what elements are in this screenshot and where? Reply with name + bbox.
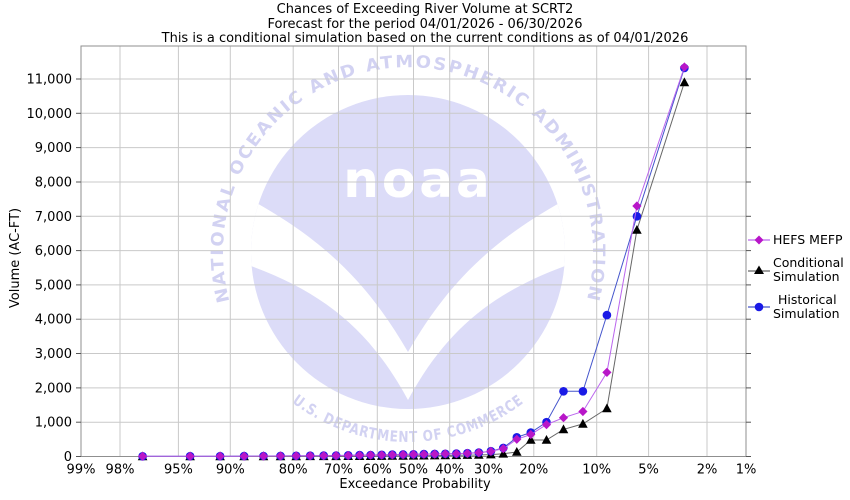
- data-point-marker: [258, 451, 269, 461]
- data-point-marker: [679, 62, 689, 72]
- data-point-marker: [343, 450, 353, 461]
- legend-item-conditional-simulation: Conditional Simulation: [747, 256, 849, 284]
- data-point-marker: [408, 449, 419, 459]
- data-point-marker: [679, 77, 690, 87]
- x-tick-label: 98%: [106, 463, 135, 478]
- data-point-marker: [215, 451, 225, 461]
- x-tick-label: 80%: [279, 463, 308, 478]
- legend-label: Historical: [778, 292, 837, 307]
- data-point-marker: [305, 451, 315, 461]
- data-point-marker: [602, 367, 612, 377]
- data-point-marker: [291, 451, 301, 461]
- y-tick-label: 11,000: [27, 73, 73, 88]
- data-point-marker: [602, 310, 612, 320]
- y-axis-title: Volume (AC-FT): [8, 207, 23, 309]
- data-point-marker: [239, 451, 249, 461]
- data-point-marker: [602, 403, 612, 413]
- data-point-marker: [541, 420, 552, 430]
- y-tick-label: 9,000: [35, 141, 72, 156]
- data-point-marker: [366, 450, 376, 460]
- data-point-marker: [498, 444, 508, 454]
- legend-item-hefs-mefp: HEFS MEFP: [747, 233, 849, 247]
- y-tick-label: 3,000: [35, 347, 72, 362]
- data-point-marker: [526, 435, 536, 444]
- data-point-marker: [275, 451, 286, 461]
- data-point-marker: [578, 387, 588, 396]
- noaa-wordmark: noaa: [343, 151, 492, 209]
- x-tick-label: 2%: [697, 463, 718, 478]
- noaa-circle: [251, 95, 565, 409]
- data-point-marker: [474, 448, 484, 458]
- data-point-marker: [558, 413, 569, 423]
- data-point-marker: [486, 446, 496, 456]
- x-axis-title: Exceedance Probability: [339, 477, 491, 492]
- data-point-marker: [512, 447, 522, 456]
- data-point-marker: [331, 451, 341, 461]
- x-tick-label: 1%: [736, 463, 757, 478]
- x-tick-label: 40%: [435, 463, 464, 478]
- legend-label: Conditional: [773, 255, 844, 270]
- legend-item-historical-simulation: Historical Simulation: [747, 293, 849, 321]
- data-point-marker: [355, 450, 365, 460]
- x-tick-label: 10%: [582, 463, 611, 478]
- hefs-mefp-marker-icon: [748, 235, 770, 245]
- data-point-marker: [632, 225, 642, 234]
- historical-simulation-marker-icon: [748, 302, 770, 312]
- y-tick-label: 1,000: [35, 416, 72, 431]
- y-tick-label: 4,000: [35, 313, 72, 328]
- legend-label: HEFS MEFP: [773, 232, 843, 247]
- y-tick-label: 10,000: [27, 107, 73, 122]
- x-tick-label: 90%: [216, 463, 245, 478]
- chart-title-block: Chances of Exceeding River Volume at SCR…: [0, 2, 850, 47]
- x-tick-label: 70%: [324, 463, 353, 478]
- conditional-simulation-marker-icon: [748, 265, 770, 274]
- x-tick-label: 20%: [519, 463, 548, 478]
- chart-title-line2: Forecast for the period 04/01/2026 - 06/…: [267, 16, 583, 32]
- data-point-marker: [387, 450, 397, 460]
- data-point-marker: [512, 434, 522, 444]
- data-point-marker: [632, 212, 642, 221]
- legend-label: Simulation: [773, 269, 840, 284]
- chart-title-line1: Chances of Exceeding River Volume at SCR…: [276, 2, 574, 17]
- data-point-marker: [377, 450, 387, 460]
- data-point-marker: [559, 387, 568, 396]
- data-point-marker: [462, 448, 472, 458]
- data-point-marker: [632, 201, 642, 211]
- data-point-marker: [541, 435, 552, 444]
- y-tick-label: 0: [64, 450, 72, 465]
- y-tick-label: 7,000: [35, 210, 72, 225]
- data-point-marker: [419, 449, 429, 459]
- data-point-marker: [578, 418, 588, 428]
- x-tick-label: 30%: [474, 463, 503, 478]
- y-tick-label: 8,000: [35, 176, 72, 191]
- x-tick-label: 60%: [363, 463, 392, 478]
- data-point-marker: [319, 451, 329, 461]
- data-point-marker: [526, 429, 536, 440]
- data-point-marker: [578, 406, 588, 417]
- x-tick-label: 99%: [67, 463, 96, 478]
- data-point-marker: [138, 451, 148, 461]
- data-point-marker: [440, 449, 450, 459]
- data-point-marker: [430, 449, 440, 459]
- series-markers-hefs-mefp: [138, 62, 689, 461]
- noaa-watermark: noaa NATIONAL OCEANIC AND ATMOSPHERIC AD…: [208, 52, 606, 446]
- legend-label: Simulation: [773, 306, 840, 321]
- x-tick-label: 95%: [164, 463, 193, 478]
- x-tick-label: 50%: [399, 463, 428, 478]
- data-point-marker: [185, 451, 195, 461]
- data-point-marker: [558, 424, 569, 434]
- y-tick-label: 5,000: [35, 278, 72, 293]
- chart-title-line3: This is a conditional simulation based o…: [161, 31, 689, 46]
- x-tick-label: 5%: [638, 463, 659, 478]
- legend: HEFS MEFP Conditional Simulation Histori…: [747, 233, 849, 330]
- y-tick-label: 6,000: [35, 244, 72, 259]
- y-tick-label: 2,000: [35, 381, 72, 396]
- data-point-marker: [398, 450, 408, 460]
- data-point-marker: [451, 449, 461, 459]
